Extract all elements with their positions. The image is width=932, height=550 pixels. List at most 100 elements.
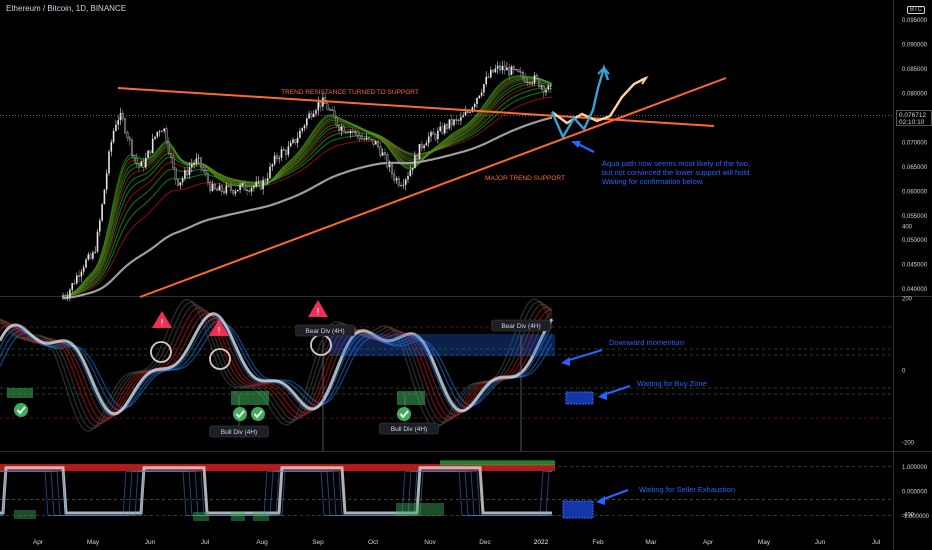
osc-wave [0,312,553,420]
candle-body [335,117,338,126]
candle-body [181,178,184,183]
candle-body [328,109,331,111]
candle-body [172,156,175,169]
candle-body [503,65,506,71]
candle-body [96,231,99,252]
candle-body [535,75,538,79]
check-circle-icon [397,407,411,421]
candle-body [434,134,437,140]
candle-body [473,103,476,108]
bull-div-label: Bull Div (4H) [391,426,427,433]
candle-body [161,131,163,132]
candle-body [174,167,177,180]
candle-body [411,168,414,171]
candle-body [167,141,170,154]
osc-axis-tick: 0 [902,369,906,375]
price-axis-tick: 0.050000 [902,238,928,244]
ema-ribbon-line [62,91,552,297]
candle-body [255,181,257,187]
candle-body [64,295,67,298]
bull-div-label-bg [379,422,439,435]
candle-body [206,173,209,183]
candle-body [119,113,122,121]
candle-body [319,101,322,107]
candle-body [347,131,350,134]
candle-body [239,185,241,190]
candle-body [220,185,223,192]
candle-body [308,113,310,119]
buy-zone-box [7,388,33,398]
candle-body [218,185,221,191]
candle-body [237,189,239,192]
candle-body [524,77,527,83]
candle-body [427,136,430,144]
candle-body [202,166,205,171]
osc-wave [0,309,553,422]
candle-body [133,155,136,159]
momentum-arrowhead [561,357,570,366]
candle-body [259,180,262,190]
time-axis-tick: Jul [872,539,881,546]
candle-body [80,271,83,277]
ema-ribbon [61,75,553,297]
candle-body [338,125,341,131]
candle-body [404,179,407,185]
ema-ribbon-line [61,75,553,297]
time-axis-tick: Dec [479,539,491,546]
currency-badge: BTC [907,6,925,14]
candle-body [71,283,73,290]
time-axis-tick: Apr [703,539,714,546]
candle-body [165,128,168,142]
candle-body [485,76,487,85]
candle-body [103,189,106,205]
candle-body [82,267,85,272]
candle-body [400,185,403,187]
candlesticks [62,60,552,302]
exh-wave [0,470,552,516]
candle-body [248,190,251,192]
time-axis-tick: Jun [815,539,826,546]
candle-body [466,111,469,113]
ema-ribbon-line [62,82,553,297]
candle-body [184,170,186,179]
candle-body [528,81,531,84]
osc-wave [0,301,553,430]
candle-body [444,124,446,134]
last-price-tag: 0.076712 02:10:10 [896,110,932,126]
symbol-title[interactable]: Ethereum / Bitcoin, 1D, BINANCE [6,4,127,13]
peach-projection-path [551,76,647,125]
candle-body [301,128,303,131]
signal-circle [150,341,172,363]
candle-body [499,65,502,71]
warning-triangle-icon [152,311,172,328]
candle-body [315,110,317,114]
exh-zone-box [193,512,209,521]
price-axis-tick: 0.045000 [902,263,928,269]
candle-body [296,137,299,143]
exh-zone-box [396,503,444,516]
candle-body [154,136,156,139]
candle-body [222,191,225,194]
candle-body [478,95,481,99]
candle-body [425,143,428,146]
candle-body [266,178,269,182]
candle-body [501,65,504,71]
candle-body [407,176,409,180]
candle-body [135,157,138,164]
candle-body [342,126,345,132]
candle-body [128,137,131,141]
candle-body [243,182,246,191]
candle-body [517,69,520,72]
support-label: MAJOR TREND SUPPORT [485,175,565,182]
candle-body [211,184,214,191]
candle-body [101,204,103,221]
candle-body [494,68,497,73]
candle-body [492,69,495,73]
candle-body [393,173,396,181]
candle-body [388,164,391,168]
note-arrowhead [571,141,581,148]
candle-body [432,131,435,135]
candle-body [73,283,76,285]
candle-body [199,157,202,168]
